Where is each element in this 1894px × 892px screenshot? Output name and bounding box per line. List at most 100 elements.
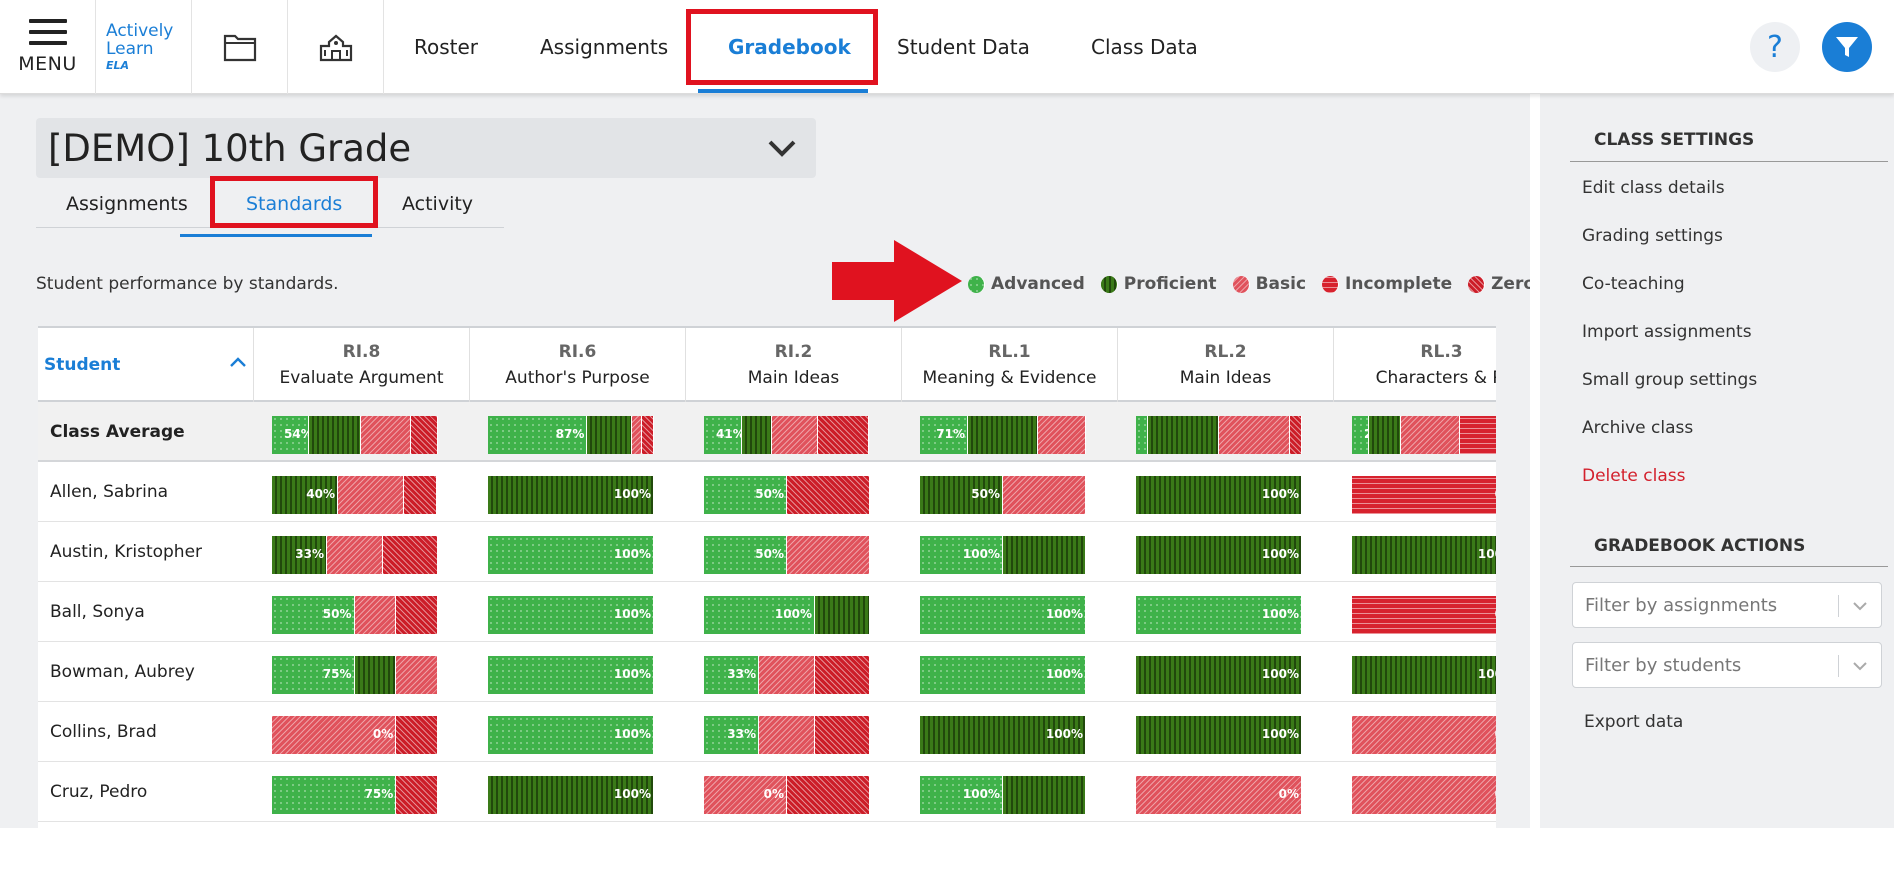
standard-score-bar[interactable]: 100% (920, 536, 1086, 574)
standard-score-bar[interactable]: 54% (272, 416, 439, 454)
basic-segment: 0% (1352, 776, 1496, 814)
help-button[interactable]: ? (1750, 22, 1800, 72)
standard-column-header[interactable]: RL.1 Meaning & Evidence (902, 328, 1118, 402)
student-name[interactable]: Cruz, Pedro (50, 782, 148, 802)
standard-score-bar[interactable]: 50% (1136, 416, 1302, 454)
standard-score-bar[interactable]: 0% (1352, 716, 1496, 754)
standard-score-bar[interactable]: 100% (1136, 536, 1302, 574)
standard-score-bar[interactable]: 100% (1352, 656, 1496, 694)
standard-score-bar[interactable]: 0% (1136, 776, 1302, 814)
nav-tab-class-data[interactable]: Class Data (1091, 35, 1198, 59)
table-row: Cruz, Pedro 75% 100% 0% 100% 0% 0% (38, 762, 1496, 822)
standard-score-bar[interactable]: 0% (1352, 476, 1496, 514)
standard-score-bar[interactable]: 100% (920, 776, 1086, 814)
standard-score-bar[interactable]: 75% (272, 656, 438, 694)
standard-column-header[interactable]: RL.2 Main Ideas (1118, 328, 1334, 402)
standard-column-header[interactable]: RI.6 Author's Purpose (470, 328, 686, 402)
library-button[interactable] (192, 0, 288, 94)
score-percent: 100% (1261, 607, 1299, 621)
nav-tab-roster[interactable]: Roster (414, 35, 479, 59)
score-percent: 100% (1477, 547, 1496, 561)
adv-segment: 29% (1352, 416, 1393, 454)
co-teaching-link[interactable]: Co-teaching (1582, 274, 1685, 294)
standard-column-header[interactable]: RI.8 Evaluate Argument (254, 328, 470, 402)
standard-score-bar[interactable]: 33% (704, 656, 870, 694)
standard-score-bar[interactable]: 100% (1136, 596, 1302, 634)
standard-score-bar[interactable]: 0% (272, 716, 438, 754)
school-button[interactable] (288, 0, 384, 94)
adv-segment: 50% (1136, 416, 1177, 454)
standard-score-bar[interactable]: 100% (1352, 536, 1496, 574)
standard-score-bar[interactable]: 50% (272, 596, 438, 634)
standard-score-bar[interactable]: 50% (920, 476, 1086, 514)
standard-score-bar[interactable]: 100% (488, 536, 654, 574)
legend-label: Zero (1491, 274, 1530, 294)
archive-class-link[interactable]: Archive class (1582, 418, 1694, 438)
standard-score-bar[interactable]: 100% (488, 776, 654, 814)
filter-button[interactable] (1822, 22, 1872, 72)
score-percent: 100% (1261, 667, 1299, 681)
standard-score-bar[interactable]: 100% (920, 716, 1086, 754)
import-assignments-link[interactable]: Import assignments (1582, 322, 1752, 342)
standard-score-bar[interactable]: 100% (1136, 656, 1302, 694)
standard-score-bar[interactable]: 0% (1352, 596, 1496, 634)
zero-segment (815, 656, 870, 694)
standard-score-bar[interactable]: 100% (920, 656, 1086, 694)
standard-score-bar[interactable]: 100% (488, 476, 654, 514)
nav-tab-student-data[interactable]: Student Data (897, 35, 1030, 59)
student-name[interactable]: Bowman, Aubrey (50, 662, 195, 682)
standard-score-bar[interactable]: 87% (488, 416, 654, 454)
small-group-settings-link[interactable]: Small group settings (1582, 370, 1758, 390)
standard-score-bar[interactable]: 29% (1352, 416, 1496, 454)
standard-score-bar[interactable]: 100% (488, 656, 654, 694)
standard-score-bar[interactable]: 100% (1136, 716, 1302, 754)
prof-segment: 100% (920, 716, 1086, 754)
subtab-standards[interactable]: Standards (246, 193, 343, 215)
standard-score-bar[interactable]: 33% (704, 716, 870, 754)
student-column-header[interactable]: Student (38, 328, 254, 402)
standard-column-header[interactable]: RI.2 Main Ideas (686, 328, 902, 402)
standard-score-bar[interactable]: 41% (704, 416, 870, 454)
student-name[interactable]: Collins, Brad (50, 722, 157, 742)
standard-score-bar[interactable]: 0% (1352, 776, 1496, 814)
adv-segment: 33% (704, 656, 759, 694)
subtab-activity[interactable]: Activity (402, 193, 474, 215)
adv-segment: 100% (488, 536, 654, 574)
student-name[interactable]: Ball, Sonya (50, 602, 145, 622)
class-name: [DEMO] 10th Grade (48, 126, 412, 170)
nav-tab-assignments[interactable]: Assignments (540, 35, 669, 59)
adv-segment: 50% (704, 536, 787, 574)
subtab-assignments[interactable]: Assignments (66, 193, 188, 215)
standard-score-bar[interactable]: 71% (920, 416, 1086, 454)
standard-column-header[interactable]: RL.3 Characters & Pl (1334, 328, 1496, 402)
filter-assignments-select[interactable]: Filter by assignments (1572, 582, 1882, 628)
standard-score-bar[interactable]: 33% (272, 536, 438, 574)
standard-score-bar[interactable]: 75% (272, 776, 438, 814)
standard-score-bar[interactable]: 100% (488, 596, 654, 634)
delete-class-link[interactable]: Delete class (1582, 466, 1686, 486)
incomplete-segment: 0% (1352, 596, 1496, 634)
student-name[interactable]: Allen, Sabrina (50, 482, 169, 502)
standard-score-bar[interactable]: 100% (488, 716, 654, 754)
actively-learn-logo[interactable]: Actively Learn ELA (96, 0, 192, 94)
standard-score-bar[interactable]: 100% (920, 596, 1086, 634)
export-data-link[interactable]: Export data (1584, 712, 1684, 732)
class-selector[interactable]: [DEMO] 10th Grade (36, 118, 816, 178)
grading-settings-link[interactable]: Grading settings (1582, 226, 1723, 246)
standard-score-bar[interactable]: 50% (704, 476, 870, 514)
standard-score-bar[interactable]: 50% (704, 536, 870, 574)
standard-title: Author's Purpose (505, 368, 650, 388)
student-name[interactable]: Austin, Kristopher (50, 542, 203, 562)
standard-score-bar[interactable]: 0% (704, 776, 870, 814)
menu-button[interactable]: MENU (0, 0, 96, 94)
nav-tab-gradebook[interactable]: Gradebook (728, 35, 851, 59)
edit-class-details-link[interactable]: Edit class details (1582, 178, 1725, 198)
standard-code: RI.6 (558, 342, 597, 362)
standard-score-bar[interactable]: 100% (1136, 476, 1302, 514)
legend-incomplete: Incomplete (1322, 274, 1452, 294)
standard-score-bar[interactable]: 40% (272, 476, 438, 514)
prof-segment: 100% (1352, 536, 1496, 574)
table-header: Student RI.8 Evaluate Argument RI.6 Author'… (38, 326, 1496, 402)
filter-students-select[interactable]: Filter by students (1572, 642, 1882, 688)
standard-score-bar[interactable]: 100% (704, 596, 870, 634)
